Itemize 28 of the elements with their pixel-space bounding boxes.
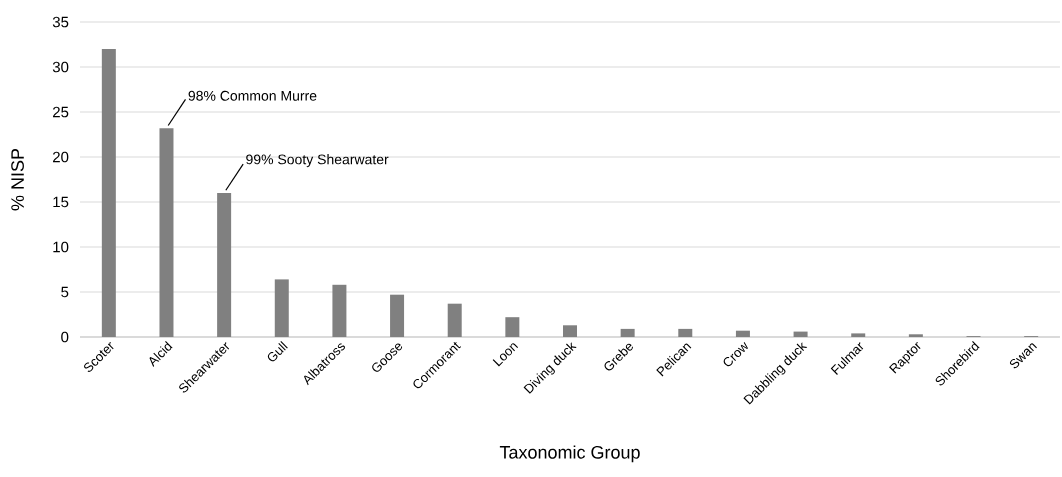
y-axis-title: % NISP xyxy=(11,148,24,211)
bar xyxy=(908,334,923,337)
y-tick-label: 35 xyxy=(52,16,69,28)
bar xyxy=(101,48,116,337)
bar xyxy=(793,331,808,337)
y-tick-label: 10 xyxy=(53,241,69,253)
bar xyxy=(274,279,289,337)
bar xyxy=(620,328,635,337)
x-axis-title: Taxonomic Group xyxy=(499,445,640,463)
bar xyxy=(563,325,577,337)
bar xyxy=(505,317,520,337)
bar xyxy=(390,294,405,337)
bar xyxy=(851,333,866,337)
bar xyxy=(217,193,232,337)
bar xyxy=(735,330,750,337)
x-tick-label: Gull xyxy=(267,341,288,362)
y-tick-label: 0 xyxy=(61,331,69,343)
y-tick-label: 5 xyxy=(61,286,69,298)
bar xyxy=(159,128,174,337)
y-tick-label: 15 xyxy=(53,196,69,208)
y-tick-label: 20 xyxy=(53,151,69,163)
annotation: 98% Common Murre xyxy=(188,90,317,101)
annotation: 99% Sooty Shearwater xyxy=(246,154,389,168)
bar xyxy=(447,303,462,337)
y-tick-label: 25 xyxy=(53,106,69,118)
y-tick-label: 30 xyxy=(52,61,69,73)
bar xyxy=(332,284,347,337)
bar xyxy=(678,328,693,337)
